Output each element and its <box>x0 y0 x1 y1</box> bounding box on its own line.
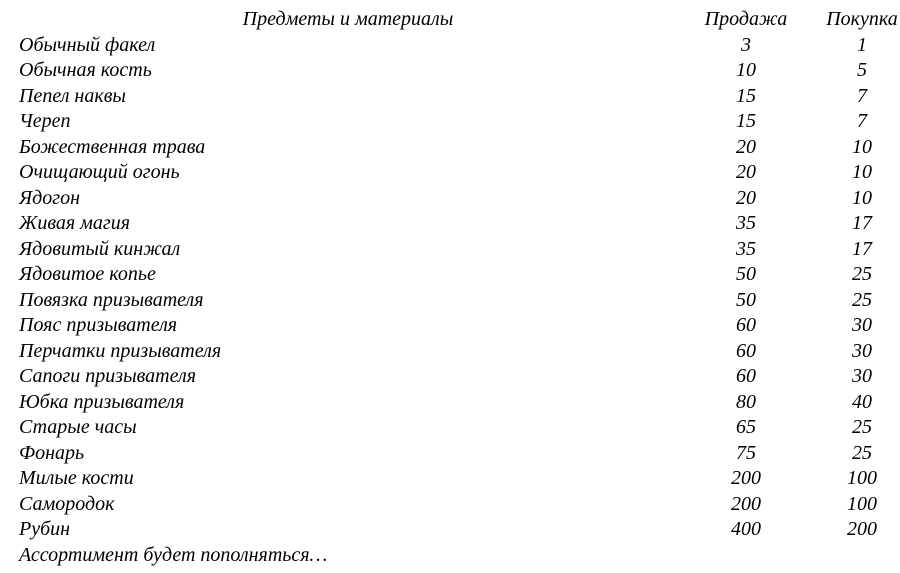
sell-price: 20 <box>736 135 756 158</box>
table-row: Божественная трава 20 10 <box>0 135 900 161</box>
item-name: Божественная трава <box>19 135 206 158</box>
item-name: Фонарь <box>19 441 85 464</box>
buy-price: 30 <box>852 314 872 336</box>
table-header: Предметы и материалы Продажа Покупка <box>0 7 900 33</box>
table-row: Сапоги призывателя 60 30 <box>0 364 900 390</box>
header-buy: Покупка <box>826 8 898 30</box>
item-name: Череп <box>19 110 71 132</box>
table-row: Ядогон 20 10 <box>0 186 900 212</box>
sell-price: 200 <box>731 467 761 489</box>
sell-price: 35 <box>736 237 756 260</box>
item-name: Пепел наквы <box>19 84 126 107</box>
buy-price: 25 <box>852 263 872 285</box>
buy-price: 40 <box>852 390 872 413</box>
sell-price: 35 <box>736 212 756 234</box>
table-row: Фонарь 75 25 <box>0 441 900 467</box>
buy-price: 25 <box>852 288 872 311</box>
buy-price: 10 <box>852 186 872 209</box>
buy-price: 30 <box>852 365 872 387</box>
table-row: Обычная кость 10 5 <box>0 58 900 84</box>
item-name: Пояс призывателя <box>19 314 178 336</box>
sell-price: 20 <box>736 186 756 209</box>
table-row: Череп 15 7 <box>0 109 900 135</box>
buy-price: 17 <box>852 237 872 260</box>
sell-price: 65 <box>736 416 756 438</box>
table-row: Старые часы 65 25 <box>0 415 900 441</box>
table-row: Ядовитый кинжал 35 17 <box>0 237 900 263</box>
sell-price: 15 <box>736 110 756 132</box>
table-row: Очищающий огонь 20 10 <box>0 160 900 186</box>
sell-price: 60 <box>736 314 756 336</box>
item-name: Перчатки призывателя <box>19 339 222 362</box>
buy-price: 10 <box>852 135 872 158</box>
buy-price: 5 <box>857 59 867 81</box>
table-row: Перчатки призывателя 60 30 <box>0 339 900 365</box>
buy-price: 25 <box>852 416 872 438</box>
buy-price: 100 <box>847 492 877 515</box>
table-row: Ядовитое копье 50 25 <box>0 262 900 288</box>
item-name: Юбка призывателя <box>19 390 185 413</box>
table-row: Пояс призывателя 60 30 <box>0 313 900 339</box>
table-row: Пепел наквы 15 7 <box>0 84 900 110</box>
table-row: Юбка призывателя 80 40 <box>0 390 900 416</box>
item-name: Обычная кость <box>19 59 152 81</box>
buy-price: 25 <box>852 441 872 464</box>
table-row: Милые кости 200 100 <box>0 466 900 492</box>
header-sell: Продажа <box>704 8 788 30</box>
sell-price: 3 <box>741 33 751 56</box>
item-name: Милые кости <box>19 467 134 489</box>
sell-price: 10 <box>736 59 756 81</box>
footer-note-row: Ассортимент будет пополняться… <box>0 543 900 569</box>
table-row: Самородок 200 100 <box>0 492 900 518</box>
price-table: Предметы и материалы Продажа Покупка Обы… <box>0 7 900 568</box>
table-row: Повязка призывателя 50 25 <box>0 288 900 314</box>
sell-price: 60 <box>736 339 756 362</box>
sell-price: 50 <box>736 263 756 285</box>
item-name: Сапоги призывателя <box>19 365 197 387</box>
sell-price: 400 <box>731 518 761 540</box>
item-name: Ядогон <box>19 186 80 209</box>
item-name: Живая магия <box>19 212 131 234</box>
table-body: Обычный факел 3 1 Обычная кость 10 5 Пепел нак… <box>0 33 900 543</box>
item-name: Рубин <box>19 518 71 540</box>
table-row: Рубин 400 200 <box>0 517 900 543</box>
buy-price: 17 <box>852 212 872 234</box>
buy-price: 7 <box>857 84 867 107</box>
sell-price: 200 <box>731 492 761 515</box>
buy-price: 100 <box>847 467 877 489</box>
item-name: Ядовитый кинжал <box>19 237 181 260</box>
buy-price: 1 <box>857 33 867 56</box>
table-row: Живая магия 35 17 <box>0 211 900 237</box>
sell-price: 15 <box>736 84 756 107</box>
buy-price: 7 <box>857 110 867 132</box>
item-name: Очищающий огонь <box>19 161 180 183</box>
table-row: Обычный факел 3 1 <box>0 33 900 59</box>
sell-price: 60 <box>736 365 756 387</box>
sell-price: 50 <box>736 288 756 311</box>
sell-price: 80 <box>736 390 756 413</box>
buy-price: 200 <box>847 518 877 540</box>
footer-note: Ассортимент будет пополняться… <box>19 543 328 566</box>
header-items: Предметы и материалы <box>242 8 454 30</box>
buy-price: 30 <box>852 339 872 362</box>
buy-price: 10 <box>852 161 872 183</box>
item-name: Ядовитое копье <box>19 263 156 285</box>
item-name: Обычный факел <box>19 33 156 56</box>
item-name: Старые часы <box>19 416 137 438</box>
sell-price: 75 <box>736 441 756 464</box>
sell-price: 20 <box>736 161 756 183</box>
item-name: Повязка призывателя <box>19 288 204 311</box>
item-name: Самородок <box>19 492 115 515</box>
